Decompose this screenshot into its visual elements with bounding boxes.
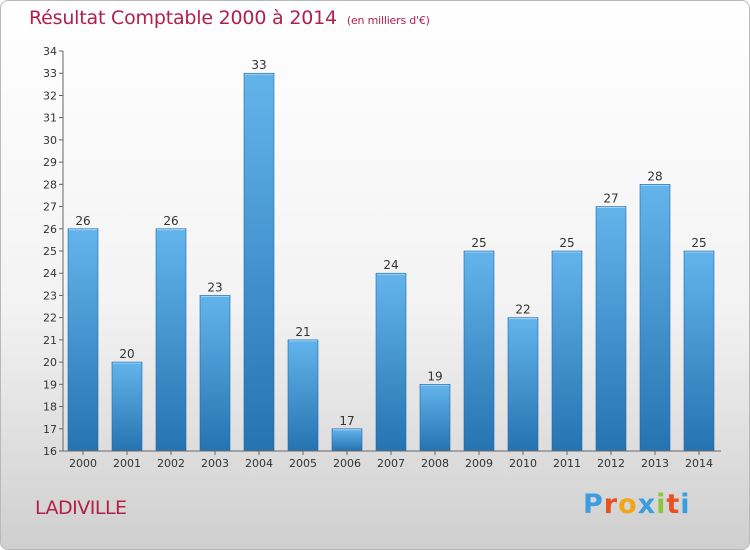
- bar-2008: [419, 384, 451, 452]
- y-tick-label: 18: [43, 401, 57, 414]
- x-tick-label: 2000: [69, 457, 97, 470]
- bar-2001: [111, 361, 143, 452]
- y-tick-label: 32: [43, 89, 57, 102]
- data-label: 20: [119, 347, 134, 361]
- data-label: 26: [163, 214, 178, 228]
- y-tick-label: 20: [43, 356, 57, 369]
- data-label: 23: [207, 280, 222, 294]
- data-label: 26: [75, 214, 90, 228]
- chart-unit: (en milliers d'€): [346, 14, 430, 27]
- x-tick-label: 2011: [553, 457, 581, 470]
- data-label: 24: [383, 258, 398, 272]
- x-tick-label: 2001: [113, 457, 141, 470]
- data-label: 25: [691, 236, 706, 250]
- y-tick-label: 30: [43, 134, 57, 147]
- y-tick-label: 19: [43, 378, 57, 391]
- x-tick-label: 2008: [421, 457, 449, 470]
- y-tick-label: 16: [43, 445, 57, 458]
- x-tick-label: 2003: [201, 457, 229, 470]
- bar-2007: [375, 272, 407, 452]
- data-label: 27: [603, 192, 618, 206]
- proxiti-logo: Proxiti: [583, 489, 691, 520]
- chart-title: Résultat Comptable 2000 à 2014 (en millie…: [29, 7, 430, 29]
- bar-2013: [639, 184, 671, 452]
- bar-2009: [463, 250, 495, 452]
- x-tick-label: 2014: [685, 457, 713, 470]
- data-label: 33: [251, 58, 266, 72]
- y-tick-label: 24: [43, 267, 57, 280]
- x-tick-label: 2005: [289, 457, 317, 470]
- y-tick-label: 22: [43, 312, 57, 325]
- bar-2000: [67, 228, 99, 452]
- bar-2003: [199, 295, 231, 452]
- bar-2002: [155, 228, 187, 452]
- place-name: LADIVILLE: [35, 497, 127, 519]
- y-tick-label: 21: [43, 334, 57, 347]
- y-tick-label: 31: [43, 112, 57, 125]
- bar-2012: [595, 206, 627, 452]
- x-tick-label: 2004: [245, 457, 273, 470]
- y-tick-label: 29: [43, 156, 57, 169]
- bar-2006: [331, 428, 363, 452]
- logo-letter: i: [656, 489, 667, 520]
- x-tick-label: 2013: [641, 457, 669, 470]
- logo-letter: i: [680, 489, 691, 520]
- y-tick-label: 23: [43, 289, 57, 302]
- data-label: 25: [559, 236, 574, 250]
- x-tick-label: 2006: [333, 457, 361, 470]
- logo-letter: x: [637, 489, 657, 520]
- bar-2010: [507, 317, 539, 452]
- logo-letter: P: [583, 489, 604, 520]
- data-label: 17: [339, 414, 354, 428]
- y-tick-label: 17: [43, 423, 57, 436]
- y-tick-label: 33: [43, 67, 57, 80]
- chart-title-text: Résultat Comptable 2000 à 2014: [29, 7, 337, 29]
- y-tick-label: 27: [43, 201, 57, 214]
- bar-2005: [287, 339, 319, 452]
- logo-letter: r: [603, 489, 619, 520]
- bar-2014: [683, 250, 715, 452]
- y-tick-label: 26: [43, 223, 57, 236]
- y-tick-label: 28: [43, 178, 57, 191]
- bar-2004: [243, 72, 275, 452]
- x-tick-label: 2012: [597, 457, 625, 470]
- data-label: 25: [471, 236, 486, 250]
- bar-2011: [551, 250, 583, 452]
- y-tick-label: 25: [43, 245, 57, 258]
- x-tick-label: 2002: [157, 457, 185, 470]
- x-tick-label: 2009: [465, 457, 493, 470]
- data-label: 21: [295, 325, 310, 339]
- x-tick-label: 2010: [509, 457, 537, 470]
- data-label: 19: [427, 369, 442, 383]
- y-tick-label: 34: [43, 45, 57, 58]
- logo-letter: t: [666, 489, 681, 520]
- data-label: 22: [515, 303, 530, 317]
- x-tick-label: 2007: [377, 457, 405, 470]
- logo-letter: o: [618, 489, 638, 520]
- data-label: 28: [647, 169, 662, 183]
